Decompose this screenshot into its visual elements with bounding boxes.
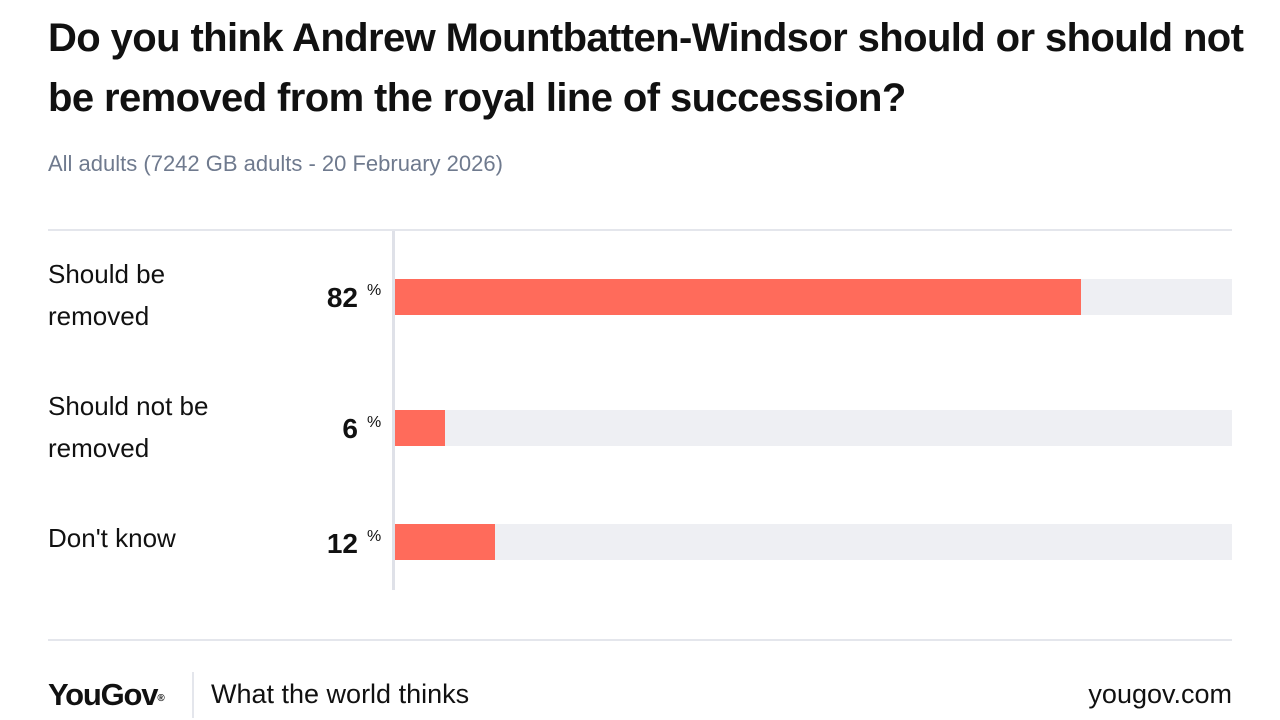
bar-axis-line xyxy=(392,231,395,590)
bar[interactable] xyxy=(395,524,496,560)
category-label: Should not be removed xyxy=(48,391,209,463)
data-label: 6 xyxy=(342,413,358,444)
category-label: Don't know xyxy=(48,523,176,553)
data-label-unit: % xyxy=(367,414,382,431)
category-label: Should be removed xyxy=(48,259,166,331)
footer-separator xyxy=(192,672,194,718)
chart-title: Do you think Andrew Mountbatten-Windsor … xyxy=(48,16,1244,120)
bar-track xyxy=(395,410,1232,446)
data-label: 82 xyxy=(326,282,358,313)
footer-divider-line xyxy=(48,639,1232,641)
data-label-unit: % xyxy=(367,282,382,299)
bar-track xyxy=(395,524,1232,560)
bar-track xyxy=(395,279,1232,315)
bar[interactable] xyxy=(395,279,1082,315)
bar[interactable] xyxy=(395,410,446,446)
chart-subtitle: All adults (7242 GB adults - 20 February… xyxy=(48,151,503,176)
top-divider xyxy=(48,229,1232,231)
footer-site-link[interactable]: yougov.com xyxy=(1088,679,1232,709)
yougov-logo[interactable]: YouGov® xyxy=(48,676,165,714)
data-label: 12 xyxy=(326,528,358,559)
footer-tagline: What the world thinks xyxy=(211,679,470,709)
data-label-unit: % xyxy=(367,528,382,545)
logo-text: YouGov xyxy=(48,677,159,712)
registered-mark: ® xyxy=(157,693,165,704)
